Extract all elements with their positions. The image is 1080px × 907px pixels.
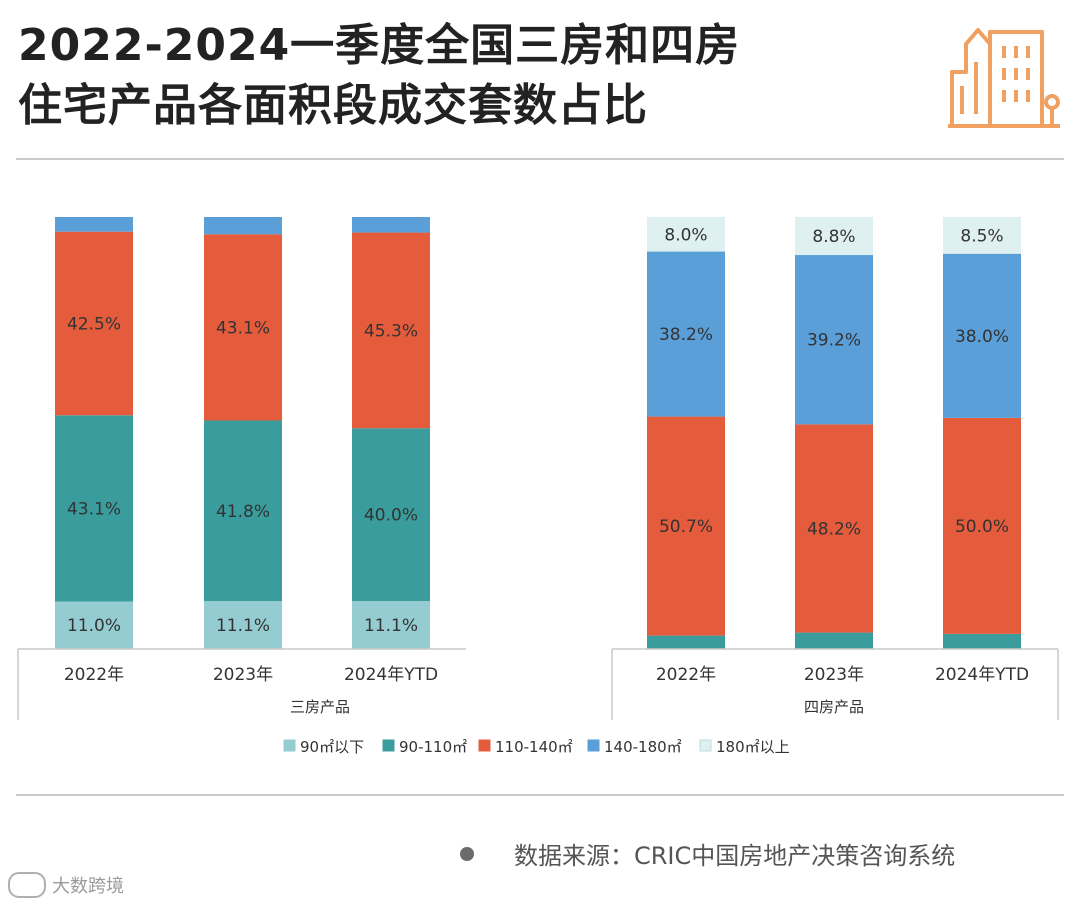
- stacked-bar-chart: 11.0% 43.1% 42.5% 2022年 11.1% 41.8% 43.1% 2023年…: [17, 217, 1059, 756]
- bar-segment: [204, 601, 282, 649]
- watermark-logo-icon: [8, 872, 46, 898]
- legend-label: 110-140㎡: [495, 738, 573, 756]
- bar-segment: [943, 253, 1021, 418]
- legend-label: 140-180㎡: [604, 738, 682, 756]
- x-tick-label: 2024年YTD: [344, 665, 438, 685]
- data-label: 50.0%: [955, 517, 1009, 537]
- legend-swatch: [478, 739, 491, 752]
- data-label: 38.0%: [955, 327, 1009, 347]
- title-divider: [16, 158, 1064, 160]
- x-tick-label: 2023年: [804, 665, 864, 685]
- data-label: 41.8%: [216, 502, 270, 522]
- legend-label: 90㎡以下: [300, 738, 364, 756]
- x-tick-label: 2023年: [213, 665, 273, 685]
- bar-segment: [55, 217, 133, 232]
- data-label: 8.0%: [664, 225, 707, 245]
- bar-segment: [795, 217, 873, 256]
- bar-segment: [55, 415, 133, 602]
- watermark-text: 大数跨境: [52, 876, 124, 897]
- legend-label: 180㎡以上: [716, 738, 790, 756]
- bar-segment: [647, 416, 725, 636]
- bar-segment: [352, 217, 430, 233]
- bar-segment: [352, 601, 430, 649]
- data-source: 数据来源：CRIC中国房地产决策咨询系统: [460, 836, 955, 871]
- buildings-icon: [948, 28, 1060, 128]
- data-label: 11.1%: [216, 616, 270, 636]
- data-label: 48.2%: [807, 519, 861, 539]
- data-label: 8.8%: [812, 227, 855, 247]
- legend-label: 90-110㎡: [399, 738, 467, 756]
- footer-divider: [16, 794, 1064, 796]
- bar-segment: [204, 234, 282, 421]
- data-label: 38.2%: [659, 325, 713, 345]
- data-label: 43.1%: [67, 499, 121, 519]
- bar-segment: [204, 420, 282, 602]
- group-label: 三房产品: [290, 698, 350, 716]
- legend-swatch: [699, 739, 712, 752]
- bar-segment: [647, 217, 725, 252]
- title-line-2: 住宅产品各面积段成交套数占比: [18, 80, 648, 131]
- x-tick-label: 2022年: [656, 665, 716, 685]
- data-label: 8.5%: [960, 226, 1003, 246]
- data-label: 11.1%: [364, 616, 418, 636]
- legend-swatch: [283, 739, 296, 752]
- source-text: 数据来源：CRIC中国房地产决策咨询系统: [514, 842, 956, 870]
- bar-segment: [352, 232, 430, 429]
- data-label: 45.3%: [364, 321, 418, 341]
- legend-swatch: [587, 739, 600, 752]
- x-tick-label: 2024年YTD: [935, 665, 1029, 685]
- page-title: 2022-2024一季度全国三房和四房 住宅产品各面积段成交套数占比: [18, 16, 740, 136]
- bar-segment: [55, 601, 133, 649]
- data-label: 11.0%: [67, 616, 121, 636]
- data-label: 40.0%: [364, 506, 418, 526]
- data-label: 39.2%: [807, 331, 861, 351]
- data-label: 42.5%: [67, 314, 121, 334]
- bar-segment: [795, 255, 873, 425]
- bar-segment: [943, 417, 1021, 634]
- title-line-1: 2022-2024一季度全国三房和四房: [18, 20, 741, 71]
- x-tick-label: 2022年: [64, 665, 124, 685]
- bar-segment: [943, 217, 1021, 254]
- bar-segment: [795, 632, 873, 649]
- legend-swatch: [382, 739, 395, 752]
- bar-segment: [647, 251, 725, 417]
- watermark: 大数跨境: [8, 872, 124, 898]
- data-label: 43.1%: [216, 318, 270, 338]
- bar-segment: [943, 633, 1021, 649]
- bar-segment: [352, 428, 430, 602]
- bar-segment: [55, 231, 133, 416]
- bar-segment: [204, 217, 282, 235]
- bar-segment: [795, 424, 873, 633]
- group-label: 四房产品: [804, 698, 864, 716]
- data-label: 50.7%: [659, 517, 713, 537]
- bullet-dot-icon: [460, 846, 474, 861]
- bar-segment: [647, 635, 725, 649]
